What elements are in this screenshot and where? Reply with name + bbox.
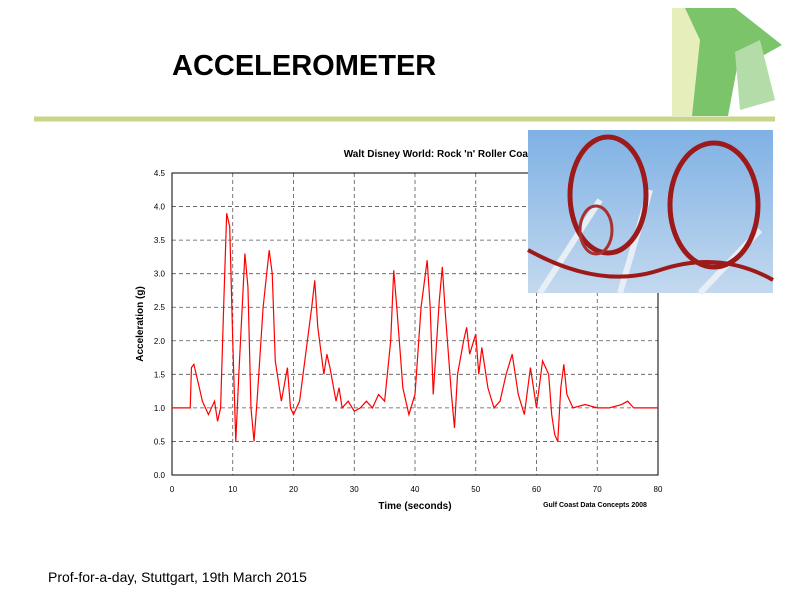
y-tick-label: 0.0 <box>154 471 166 480</box>
x-tick-label: 60 <box>532 485 541 494</box>
x-tick-label: 50 <box>471 485 480 494</box>
x-axis-label: Time (seconds) <box>378 501 451 512</box>
y-tick-label: 1.5 <box>154 370 166 379</box>
decor <box>685 8 782 116</box>
plot-frame <box>171 172 659 476</box>
y-tick-label: 2.5 <box>154 303 166 312</box>
y-tick-label: 0.5 <box>154 437 166 446</box>
chart-title: Walt Disney World: Rock 'n' Roller Coast… <box>344 149 547 160</box>
y-axis-label: Acceleration (g) <box>135 286 146 362</box>
y-tick-label: 2.0 <box>154 337 166 346</box>
y-tick-label: 4.0 <box>154 203 166 212</box>
x-tick-label: 70 <box>593 485 602 494</box>
y-tick-label: 1.0 <box>154 404 166 413</box>
y-tick-label: 3.5 <box>154 236 166 245</box>
x-tick-label: 30 <box>350 485 359 494</box>
footer: Prof-for-a-day, Stuttgart, 19th March 20… <box>48 569 307 585</box>
y-tick-label: 3.0 <box>154 270 166 279</box>
data-line <box>172 213 658 442</box>
x-tick-label: 10 <box>228 485 237 494</box>
annotation: Gulf Coast Data Concepts 2008 <box>543 502 647 509</box>
x-tick-label: 20 <box>289 485 298 494</box>
x-tick-label: 80 <box>654 485 663 494</box>
decor <box>735 40 775 110</box>
photo-coaster <box>527 134 774 296</box>
y-tick-label: 4.5 <box>154 169 166 178</box>
slide-title: ACCELEROMETER <box>172 50 436 82</box>
x-tick-label: 0 <box>170 485 175 494</box>
x-tick-label: 40 <box>411 485 420 494</box>
